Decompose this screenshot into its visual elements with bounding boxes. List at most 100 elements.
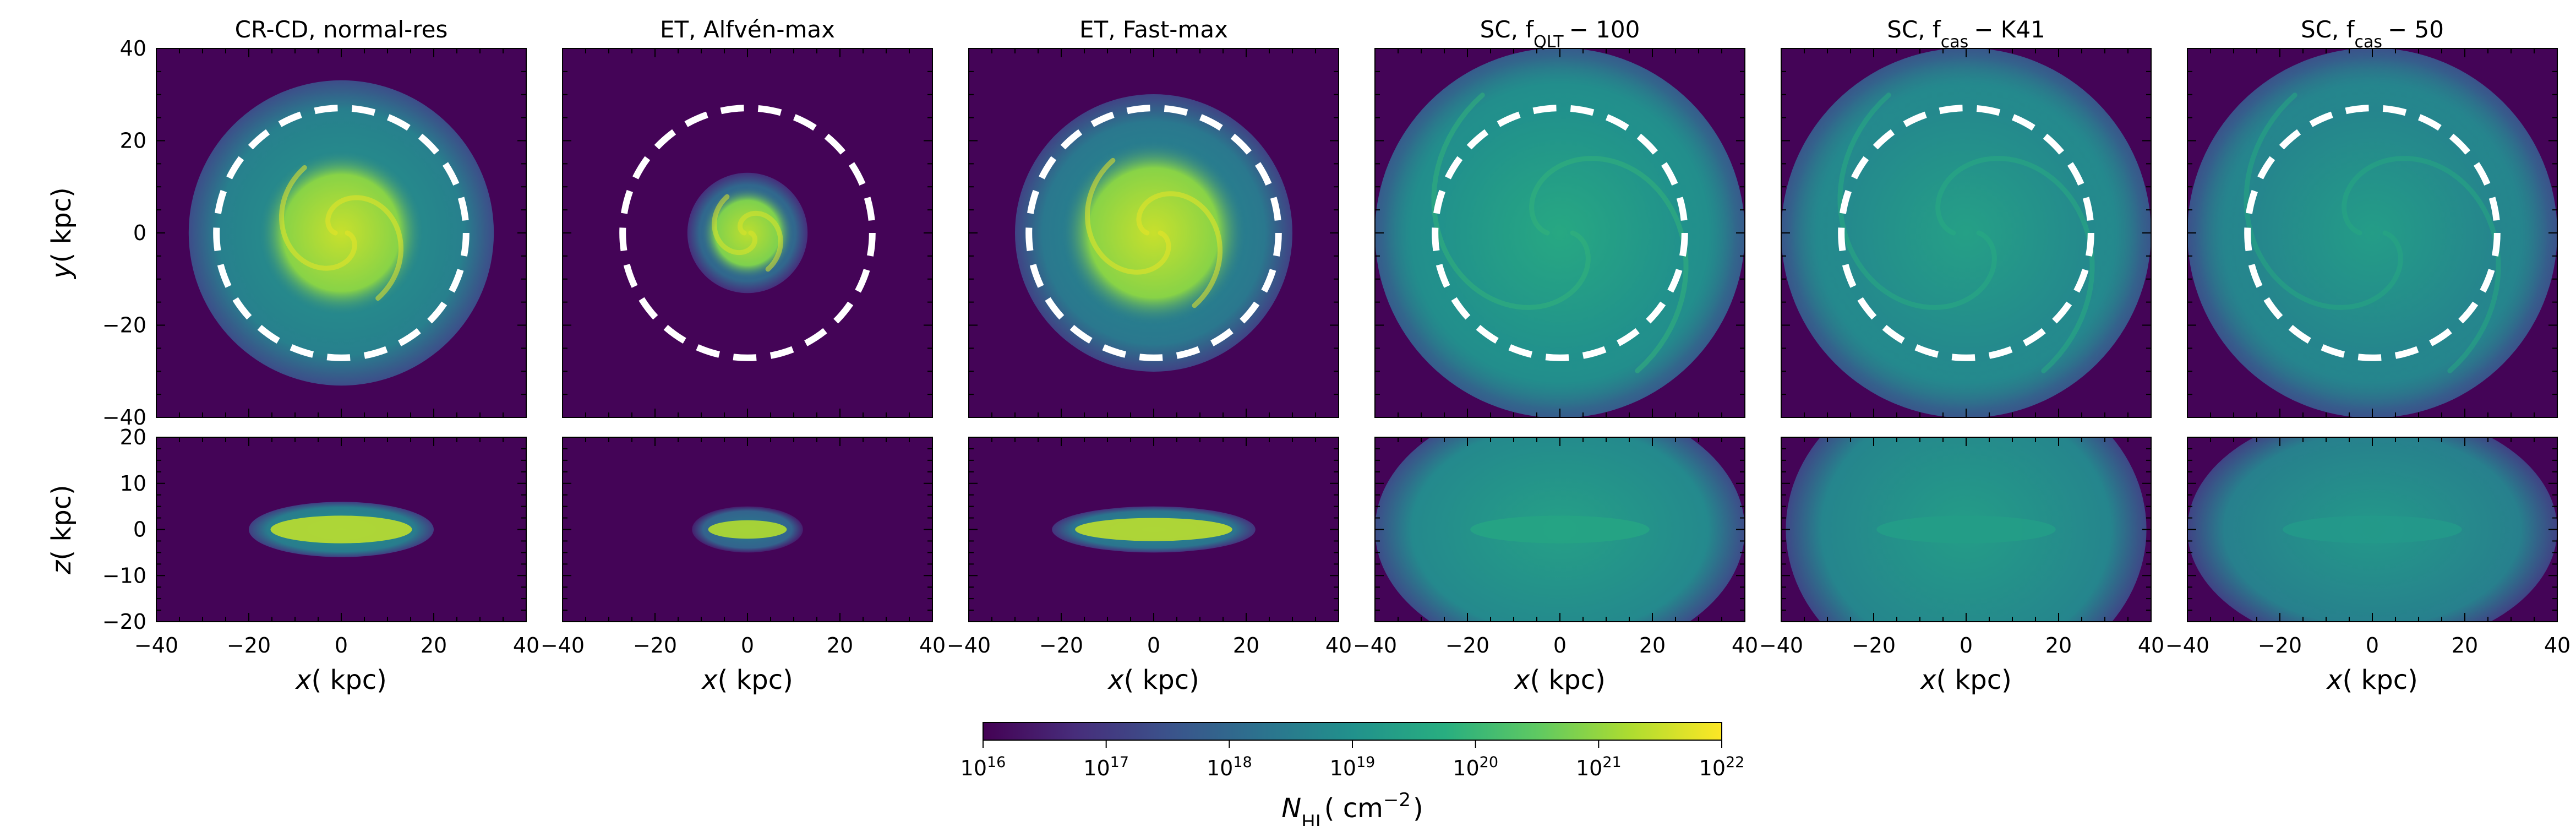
- z-tick-label: −20: [102, 610, 146, 634]
- reference-circle: [213, 105, 470, 361]
- colorbar: 1016 1017 1018 1019 1020 1021 1022 NHI( cm−2): [960, 722, 1744, 826]
- x-tick-label: 0: [1553, 633, 1567, 657]
- x-tick-label: 20: [2452, 633, 2478, 657]
- x-tick-label: −40: [541, 633, 585, 657]
- reference-circle: [2244, 105, 2501, 361]
- y-tick-label: 40: [120, 36, 146, 61]
- x-tick-label: 0: [1960, 633, 1973, 657]
- x-tick-label: 0: [335, 633, 348, 657]
- y-tick-label: −40: [102, 405, 146, 430]
- spiral-arm: [325, 195, 404, 301]
- y-tick-label: −20: [102, 313, 146, 338]
- face-on-map: [1375, 48, 1745, 417]
- panel-title: SC, fQLT − 100: [1480, 16, 1640, 52]
- x-tick-label: 0: [1147, 633, 1160, 657]
- panel-2: ET, Alfvén-max −40 −20 0 20 40 x( kpc): [541, 16, 946, 695]
- face-on-map: [563, 48, 932, 417]
- x-tick-label: 20: [421, 633, 447, 657]
- colorbar-tick-label: 1017: [1083, 754, 1129, 781]
- x-axis-label: x( kpc): [1107, 665, 1199, 695]
- x-tick-label: −20: [2258, 633, 2302, 657]
- x-tick-label: 0: [2366, 633, 2379, 657]
- reference-circle: [1432, 105, 1688, 361]
- colorbar-tick-label: 1019: [1330, 754, 1376, 781]
- x-axis-label: x( kpc): [1919, 665, 2012, 695]
- colorbar-gradient: [983, 722, 1722, 741]
- x-axis-label: x( kpc): [294, 665, 387, 695]
- panel-6: SC, fcas − 50 −40 −20 0 20 40 x( kpc): [2165, 16, 2570, 695]
- y-tick-label: 0: [133, 221, 146, 245]
- z-tick-label: 20: [120, 425, 146, 449]
- spiral-arm: [1431, 93, 1591, 310]
- spiral-arm: [2342, 156, 2501, 373]
- x-tick-label: 40: [2544, 633, 2570, 657]
- colorbar-tick-label: 1018: [1207, 754, 1252, 781]
- edge-disk: [1470, 515, 1650, 544]
- x-tick-label: 20: [1639, 633, 1666, 657]
- x-tick-label: −20: [1445, 633, 1489, 657]
- disk-emission: [1061, 140, 1246, 325]
- spiral-arm: [738, 210, 783, 272]
- x-tick-label: −20: [227, 633, 271, 657]
- panel-title: CR-CD, normal-res: [235, 16, 448, 43]
- panel-title: SC, fcas − 50: [2301, 16, 2444, 52]
- x-tick-label: 40: [1732, 633, 1758, 657]
- edge-on-map: [563, 437, 932, 622]
- x-tick-label: 0: [741, 633, 754, 657]
- y-axis-label: y( kpc): [46, 187, 77, 280]
- disk-emission: [258, 149, 425, 317]
- colorbar-label: NHI( cm−2): [1281, 789, 1423, 826]
- x-tick-label: −40: [947, 633, 991, 657]
- z-tick-label: −10: [102, 563, 146, 588]
- panel-title: SC, fcas − K41: [1887, 16, 2045, 52]
- x-axis-label: x( kpc): [1513, 665, 1606, 695]
- spiral-arm: [279, 165, 357, 271]
- spiral-arm: [1935, 156, 2095, 373]
- panel-4: SC, fQLT − 100 −40 −20 0 20 40 x( kpc): [1353, 16, 1758, 695]
- spiral-arm: [1084, 157, 1171, 275]
- z-tick-label: 10: [120, 471, 146, 496]
- colorbar-tick-label: 1021: [1576, 754, 1622, 781]
- panel-title: ET, Alfvén-max: [660, 16, 835, 43]
- edge-on-map: [156, 437, 526, 622]
- edge-on-map: [1781, 437, 2151, 622]
- edge-on-map: [1375, 437, 1745, 622]
- edge-on-map: [2187, 437, 2557, 622]
- x-tick-label: −40: [1353, 633, 1397, 657]
- z-tick-label: 0: [133, 518, 146, 542]
- x-tick-label: 40: [1325, 633, 1352, 657]
- x-tick-label: −40: [1759, 633, 1803, 657]
- disk-emission: [701, 187, 794, 279]
- spiral-arm: [712, 194, 757, 256]
- edge-on-map: [969, 437, 1339, 622]
- edge-disk: [708, 520, 787, 539]
- face-on-map: [1781, 48, 2151, 417]
- x-tick-label: −20: [1039, 633, 1083, 657]
- colorbar-tick-label: 1016: [960, 754, 1006, 781]
- panel-5: SC, fcas − K41 −40 −20 0 20 40 x( kpc): [1759, 16, 2164, 695]
- face-on-map: [969, 48, 1339, 417]
- x-tick-label: −40: [2165, 633, 2209, 657]
- reference-circle: [1838, 105, 2094, 361]
- edge-disk: [1876, 515, 2056, 544]
- x-tick-label: −40: [134, 633, 178, 657]
- spiral-arm: [1136, 191, 1223, 308]
- edge-disk: [270, 515, 412, 544]
- spiral-arm: [1837, 93, 1997, 310]
- x-tick-label: 20: [1233, 633, 1259, 657]
- x-tick-label: −20: [1852, 633, 1896, 657]
- x-tick-label: 40: [2138, 633, 2164, 657]
- x-axis-label: x( kpc): [701, 665, 793, 695]
- edge-disk: [1075, 518, 1232, 541]
- panel-1: CR-CD, normal-res−40 −20 0 20 40x( kpc)−40−2…: [46, 16, 539, 695]
- x-tick-label: 40: [919, 633, 946, 657]
- x-axis-label: x( kpc): [2326, 665, 2418, 695]
- face-on-map: [156, 48, 526, 417]
- x-tick-label: 20: [2045, 633, 2072, 657]
- panel-3: ET, Fast-max −40 −20 0 20 40 x( kpc): [947, 16, 1352, 695]
- x-tick-label: 40: [513, 633, 539, 657]
- panels-layer: CR-CD, normal-res−40 −20 0 20 40x( kpc)−40−2…: [46, 16, 2570, 695]
- panel-title: ET, Fast-max: [1079, 16, 1228, 43]
- edge-disk: [2283, 515, 2462, 544]
